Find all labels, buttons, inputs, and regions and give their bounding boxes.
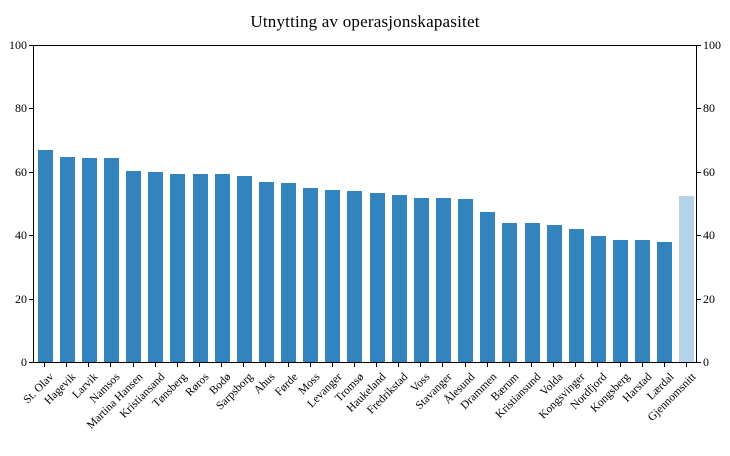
xtickmark (88, 363, 89, 367)
ytick-left-100: 100 (9, 38, 27, 52)
xtickmark (420, 363, 421, 367)
xlabel-Ahus: Ahus (251, 371, 278, 397)
bar-Bærum (502, 223, 517, 362)
xtickmark (575, 363, 576, 367)
xtickmark (199, 363, 200, 367)
bar-Levanger (325, 190, 340, 362)
xtickmark (686, 363, 687, 367)
bar-Nordfjord (591, 236, 606, 362)
ytickmark-right (697, 172, 701, 173)
xtickmark (442, 363, 443, 367)
ytickmark-left (29, 362, 33, 363)
ytickmark-left (29, 45, 33, 46)
xlabel-Røros: Røros (183, 371, 212, 399)
ytickmark-right (697, 108, 701, 109)
ytickmark-left (29, 172, 33, 173)
ytick-left-60: 60 (15, 165, 27, 179)
xtickmark (155, 363, 156, 367)
ytick-left-40: 40 (15, 228, 27, 242)
xtickmark (133, 363, 134, 367)
ytick-left-80: 80 (15, 101, 27, 115)
ytickmark-right (697, 235, 701, 236)
xtickmark (243, 363, 244, 367)
xtickmark (265, 363, 266, 367)
bar-St. Olav (38, 150, 53, 362)
bar-Kongsberg (613, 240, 628, 362)
xtickmark (288, 363, 289, 367)
bar-Namsos (104, 158, 119, 362)
xtickmark (664, 363, 665, 367)
ytick-right-40: 40 (703, 228, 715, 242)
xtickmark (177, 363, 178, 367)
xtickmark (44, 363, 45, 367)
bar-Tromsø (347, 191, 362, 362)
xtickmark (221, 363, 222, 367)
bar-Kristiansand (148, 172, 163, 362)
xtickmark (620, 363, 621, 367)
xtickmark (597, 363, 598, 367)
ytickmark-right (697, 362, 701, 363)
xtickmark (110, 363, 111, 367)
bar-Tønsberg (170, 174, 185, 362)
ytickmark-left (29, 108, 33, 109)
bar-Fredrikstad (392, 195, 407, 362)
bar-Førde (281, 183, 296, 362)
xtickmark (310, 363, 311, 367)
bar-Moss (303, 188, 318, 362)
plot-area (33, 45, 697, 363)
bar-Kristiansund (525, 223, 540, 362)
xtickmark (332, 363, 333, 367)
ytick-right-80: 80 (703, 101, 715, 115)
ytick-right-60: 60 (703, 165, 715, 179)
bar-Haukeland (370, 193, 385, 362)
bar-Stavanger (436, 198, 451, 362)
bar-Bodø (215, 174, 230, 362)
xtickmark (465, 363, 466, 367)
xtickmark (553, 363, 554, 367)
bar-Ålesund (458, 199, 473, 362)
bar-Martina Hansen (126, 171, 141, 362)
xtickmark (66, 363, 67, 367)
chart-title: Utnytting av operasjonskapasitet (250, 12, 480, 31)
bar-Volda (547, 225, 562, 362)
bar-Gjennomsnitt (679, 196, 694, 362)
ytick-right-20: 20 (703, 292, 715, 306)
xtickmark (487, 363, 488, 367)
bar-Kongsvinger (569, 229, 584, 362)
xtickmark (642, 363, 643, 367)
xtickmark (354, 363, 355, 367)
bar-Larvik (82, 158, 97, 362)
bar-Hagevik (60, 157, 75, 362)
bar-Sarpsborg (237, 176, 252, 362)
ytickmark-left (29, 299, 33, 300)
ytickmark-right (697, 45, 701, 46)
ytick-left-0: 0 (21, 355, 27, 369)
bar-Ahus (259, 182, 274, 362)
bar-Lærdal (657, 242, 672, 362)
bar-Voss (414, 198, 429, 362)
xtickmark (398, 363, 399, 367)
ytick-left-20: 20 (15, 292, 27, 306)
bar-Røros (193, 174, 208, 362)
ytick-right-100: 100 (703, 38, 721, 52)
ytickmark-right (697, 299, 701, 300)
bar-Drammen (480, 212, 495, 362)
xtickmark (376, 363, 377, 367)
xtickmark (509, 363, 510, 367)
xlabel-Førde: Førde (273, 371, 301, 399)
bar-Harstad (635, 240, 650, 362)
ytick-right-0: 0 (703, 355, 709, 369)
xtickmark (531, 363, 532, 367)
ytickmark-left (29, 235, 33, 236)
